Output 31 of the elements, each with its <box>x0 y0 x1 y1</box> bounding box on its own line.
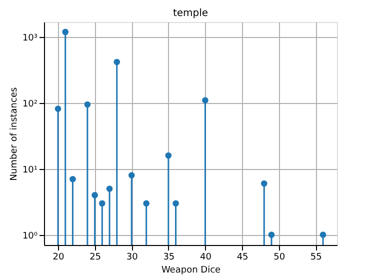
point <box>106 186 113 192</box>
x-tick-label: 35 <box>163 252 175 262</box>
x-tick-label: 55 <box>310 252 322 262</box>
point <box>202 97 208 104</box>
point <box>172 200 179 207</box>
y-axis-title: Number of instances <box>9 87 20 181</box>
x-tick-label: 40 <box>200 252 212 262</box>
chart-title: temple <box>172 8 208 19</box>
x-axis-title: Weapon Dice <box>161 266 222 276</box>
y-tick-label: 10¹ <box>22 165 38 176</box>
y-tick-label: 10² <box>22 100 38 110</box>
point <box>320 232 326 238</box>
x-tick-label: 25 <box>90 252 102 262</box>
point <box>62 28 69 36</box>
point <box>143 200 150 207</box>
point <box>268 232 275 238</box>
x-tick-label: 30 <box>126 252 138 262</box>
x-tick-label: 20 <box>52 252 64 262</box>
point <box>128 172 135 178</box>
point <box>165 152 172 159</box>
point <box>70 176 76 182</box>
y-tick-label: 10³ <box>22 34 38 44</box>
point <box>260 180 268 187</box>
x-tick-label: 50 <box>274 252 286 262</box>
point <box>114 58 120 66</box>
point <box>92 192 98 198</box>
point <box>98 200 106 207</box>
x-tick-label: 45 <box>236 252 248 262</box>
point <box>84 101 91 108</box>
y-tick-label: 10⁰ <box>22 231 38 242</box>
point <box>54 106 62 112</box>
